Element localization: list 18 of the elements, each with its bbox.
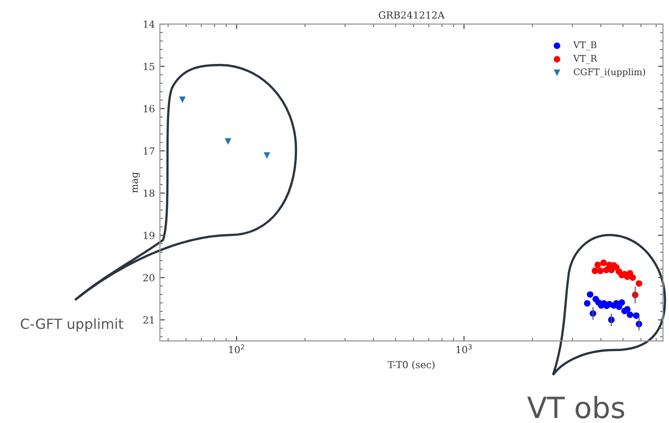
x-tick-label: 10$^{3}$ <box>456 344 472 354</box>
chart-title: GRB241212A <box>378 11 445 19</box>
legend-label: VT_R <box>573 55 598 64</box>
text: VT obs <box>527 396 624 418</box>
y-tick-label: 21 <box>143 316 154 324</box>
y-axis-title: mag <box>132 172 140 193</box>
y-tick-label: 15 <box>144 62 154 70</box>
x-tick-label: 10$^{2}$ <box>229 344 244 354</box>
y-tick-label: 16 <box>144 105 154 112</box>
y-tick-label: 20 <box>143 274 154 282</box>
text: C-GFT upplimit <box>20 318 124 332</box>
y-tick-label: 18 <box>144 190 154 197</box>
y-tick-label: 17 <box>144 147 154 155</box>
legend-label: VT_B <box>573 42 596 50</box>
y-tick-label: 19 <box>144 232 154 240</box>
legend-label: CGFT_i(upplim) <box>574 68 646 78</box>
y-tick-label: 14 <box>144 20 155 28</box>
x-axis-title: T-T0 (sec) <box>388 360 435 370</box>
